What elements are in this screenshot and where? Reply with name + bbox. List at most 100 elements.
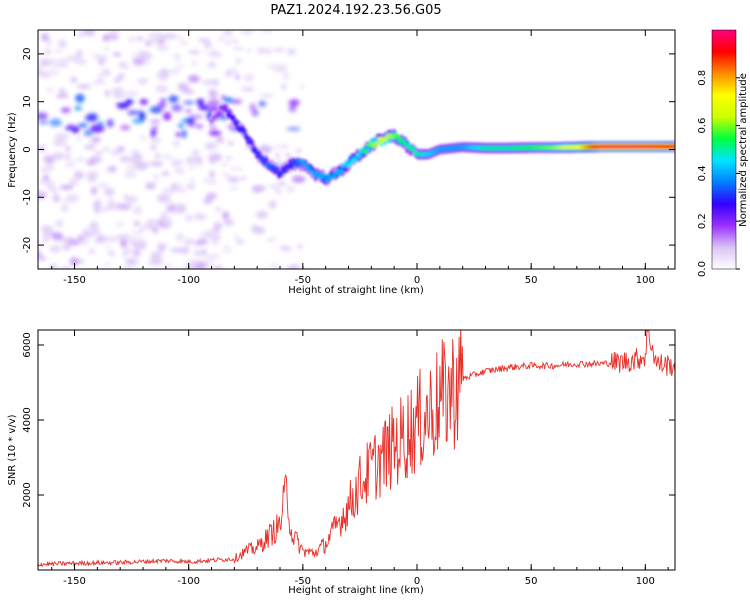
heatmap-noise-blob [68,179,79,186]
heatmap-noise-blob [158,68,171,76]
heatmap-ridge-cell [287,164,293,169]
x-tick-label: -50 [295,576,311,587]
heatmap-noise-blob [147,39,162,44]
heatmap-noise-blob [40,225,54,234]
heatmap-noise-blob [179,40,189,46]
heatmap-ridge [209,101,675,186]
heatmap-noise-blob [46,40,53,45]
heatmap-noise-blob [132,248,141,257]
heatmap-noise-blob [285,185,296,193]
heatmap-noise-blob [241,176,246,180]
heatmap-noise-blob [177,36,184,40]
x-tick-label: -100 [177,576,200,587]
heatmap-noise-blob [128,156,143,164]
heatmap-ridge-cell [278,172,284,177]
heatmap-noise-blob [252,185,263,193]
heatmap-noise-blob [124,265,132,269]
heatmap-noise-blob [52,152,64,160]
heatmap-noise-blob [210,234,221,241]
heatmap-noise-blob [53,49,64,53]
heatmap-y-axis: -20 -10 0 10 20 [22,48,675,253]
heatmap-noise-blob [149,106,163,114]
heatmap-noise-blob [213,265,224,269]
heatmap-noise-blob [207,61,217,68]
heatmap-noise-blob [82,228,88,234]
heatmap-noise-blob [55,63,69,68]
heatmap-noise-blob [235,57,242,65]
colorbar-tick-label: 0.0 [697,261,708,277]
heatmap-noise-blob [147,32,161,40]
heatmap-ridge-cell [216,111,221,116]
heatmap-ridge-cell [223,108,229,113]
heatmap-noise-blob [175,204,187,213]
heatmap-noise-blob [127,110,136,116]
heatmap-noise-blob [283,72,290,81]
heatmap-noise-blob [59,88,66,94]
heatmap-ridge-cell [275,167,280,171]
heatmap-noise-blob [174,52,181,62]
x-tick-label: -100 [177,275,200,286]
x-tick-label: 100 [636,275,655,286]
heatmap-noise-blob [47,179,54,188]
heatmap-noise-blob [185,214,193,222]
heatmap-noise-blob [139,112,146,121]
heatmap-noise-blob [170,247,181,253]
heatmap-noise-blob [269,184,277,189]
heatmap-noise-blob [204,256,213,260]
heatmap-ridge-cell [344,160,349,165]
heatmap-noise-blob [88,223,99,232]
heatmap-noise-blob [203,197,213,204]
colorbar-tick-label: 0.4 [697,165,708,181]
heatmap-noise-blob [196,238,209,246]
heatmap-noise-blob [119,65,131,71]
heatmap-noise-blob [133,220,141,227]
heatmap-noise-blob [74,106,82,111]
heatmap-noise-blob [67,239,81,246]
snr-marks [38,330,675,568]
heatmap-x-label: Height of straight line (km) [288,285,424,296]
heatmap-noise-blob [77,234,84,241]
heatmap-noise-blob [183,101,195,105]
heatmap-ridge-cell [245,135,251,140]
heatmap-noise-blob [125,258,136,263]
heatmap-noise-blob [212,238,219,246]
heatmap-noise-blob [175,64,185,69]
heatmap-noise-blob [98,74,103,80]
heatmap-noise-blob [161,170,170,177]
heatmap-noise-blob [144,161,150,166]
heatmap-noise-blob [155,152,160,159]
heatmap-noise-blob [288,105,297,112]
heatmap-ridge-cell [348,161,353,166]
heatmap-noise-blob [136,36,144,42]
heatmap-noise-blob [260,185,266,192]
heatmap-noise-blob [86,171,99,179]
heatmap-ridge-cell [322,173,327,178]
x-tick-label: 50 [525,576,538,587]
heatmap-noise-blob [281,83,287,91]
heatmap-noise-blob [189,114,204,119]
heatmap-noise-blob [149,137,162,143]
x-tick-label: -150 [63,275,86,286]
heatmap-noise-blob [149,120,161,123]
figure-title: PAZ1.2024.192.23.56.G05 [270,3,441,18]
heatmap-noise-blob [191,60,198,67]
heatmap-ridge-cell [324,178,329,183]
heatmap-noise-blob [86,177,97,182]
heatmap-noise-blob [55,219,64,228]
heatmap-noise-blob [119,155,131,163]
heatmap-noise-blob [111,87,125,95]
heatmap-noise-blob [89,52,102,57]
heatmap-noise-blob [160,154,173,160]
heatmap-noise-blob [221,244,233,254]
heatmap-noise-blob [275,187,282,194]
heatmap-noise-blob [149,257,162,266]
heatmap-noise-blob [43,155,56,164]
heatmap-ridge-cell [364,148,369,153]
heatmap-noise-blob [189,178,195,182]
heatmap-noise-blob [83,145,96,150]
heatmap-noise-blob [88,156,102,164]
heatmap-noise-blob [75,93,85,103]
heatmap-y-label: Frequency (Hz) [7,112,18,188]
heatmap-noise-blob [223,220,235,226]
heatmap-noise-blob [252,226,266,235]
